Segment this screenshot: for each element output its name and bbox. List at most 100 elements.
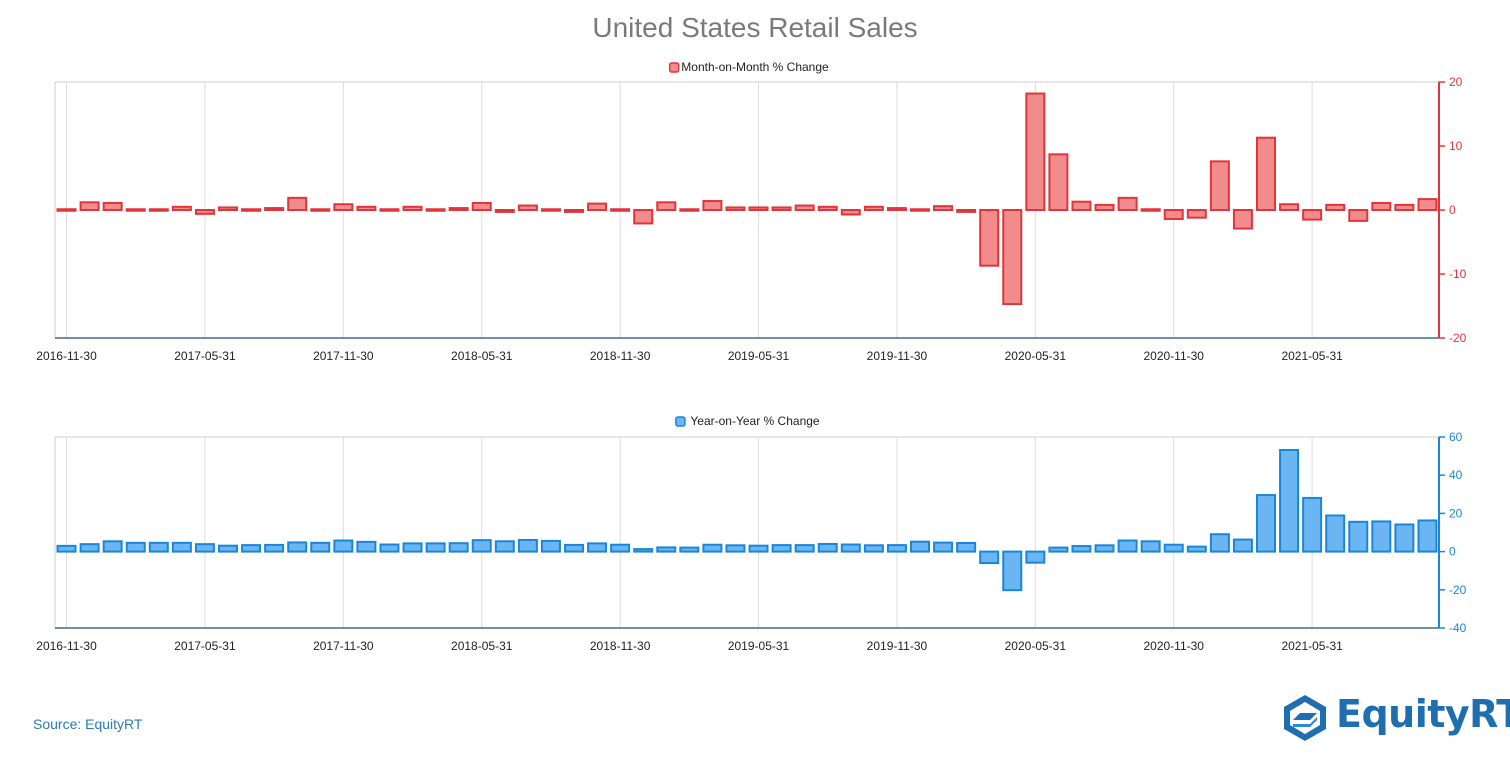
equityrt-logo-text: EquityRT [1336,692,1510,736]
mom-bar [725,206,746,212]
yoy-bar [1232,538,1253,553]
mom-x-tick-label: 2016-11-30 [36,349,97,363]
equityrt-logo-icon [1284,695,1326,741]
yoy-x-tick-label: 2019-11-30 [867,639,928,653]
yoy-bar [564,543,584,553]
yoy-legend-swatch [675,416,686,427]
mom-bar [863,205,884,212]
yoy-bar [725,544,746,553]
yoy-bar [1140,540,1161,553]
mom-bar [1371,201,1392,212]
yoy-bar [633,548,654,553]
yoy-bar [656,546,677,553]
mom-bar [679,208,700,212]
mom-bar [356,205,377,212]
yoy-bar [356,540,377,553]
mom-bar [702,200,723,211]
mom-bar [241,208,262,212]
mom-y-tick-label: 10 [1449,139,1463,153]
mom-bar [1302,209,1323,221]
mom-bar [218,206,238,212]
yoy-bar [517,538,538,553]
mom-bar [79,201,100,212]
yoy-bar [1302,496,1323,553]
yoy-bar [748,544,769,553]
yoy-bar [1394,523,1415,553]
mom-bar [194,209,215,215]
yoy-x-tick-label: 2020-05-31 [1005,639,1067,653]
yoy-y-tick-label: -20 [1449,583,1467,597]
yoy-x-tick-label: 2017-05-31 [174,639,236,653]
mom-bar [956,209,977,213]
yoy-bar [1256,494,1276,553]
yoy-bar [125,541,146,553]
mom-bar [910,208,930,212]
mom-bar [517,204,538,212]
mom-bar [1140,208,1161,212]
mom-bar [125,208,146,212]
yoy-bar [287,541,308,553]
source-note: Source: EquityRT [33,716,143,732]
yoy-y-tick-label: 60 [1449,430,1463,444]
mom-bar [287,196,308,211]
yoy-bar [171,541,192,553]
yoy-x-tick-label: 2016-11-30 [36,639,97,653]
yoy-bar [333,539,354,553]
mom-bar [1002,209,1023,306]
mom-bar [379,208,400,212]
mom-y-tick-label: -20 [1449,331,1467,345]
mom-legend: Month-on-Month % Change [668,60,829,74]
yoy-legend: Year-on-Year % Change [675,414,820,428]
mom-bar [56,208,77,212]
mom-x-tick-label: 2019-05-31 [728,349,790,363]
mom-bar [1256,136,1276,211]
yoy-bar [587,542,608,553]
yoy-bar [379,543,400,553]
mom-bar [817,205,838,212]
yoy-x-tick-label: 2021-05-31 [1281,639,1343,653]
mom-x-tick-label: 2021-05-31 [1281,349,1343,363]
yoy-bar [702,543,723,553]
yoy-y-tick-label: 0 [1449,545,1456,559]
yoy-bar [448,542,469,553]
yoy-bar [540,539,561,553]
yoy-bar [218,544,238,553]
mom-bar [494,209,515,213]
mom-bar [610,208,631,212]
yoy-bar [610,543,631,553]
yoy-bar [817,542,838,553]
yoy-bar [194,543,215,553]
yoy-bar [1048,546,1069,553]
yoy-bar [1117,539,1138,553]
yoy-bar [1025,550,1046,564]
mom-bar [448,207,469,212]
mom-y-tick-label: -10 [1449,267,1467,281]
yoy-bar [402,542,423,553]
mom-bar [333,203,354,212]
mom-bar [979,209,1000,267]
yoy-y-tick-label: 20 [1449,506,1463,520]
yoy-y-tick-label: -40 [1449,621,1467,635]
mom-chart: 2016-11-30 2017-05-31 2017-11-30 2018-05-31… [36,60,1467,363]
mom-bar [794,204,815,212]
yoy-bar [679,546,700,553]
yoy-bar [102,540,123,553]
yoy-x-tick-label: 2019-05-31 [728,639,790,653]
mom-bar [748,206,769,212]
mom-bar [564,209,584,213]
mom-bar [1325,203,1346,212]
mom-x-tick-label: 2020-05-31 [1005,349,1067,363]
yoy-bar [979,550,1000,565]
yoy-bar [1348,520,1369,553]
mom-bar [1163,209,1184,220]
yoy-bar [1209,533,1230,553]
mom-x-tick-label: 2018-05-31 [451,349,513,363]
equityrt-logo[interactable]: EquityRT [1280,690,1510,746]
mom-bar [425,208,446,212]
mom-bar [102,201,123,212]
yoy-bar [771,544,792,553]
mom-bar [310,208,331,212]
yoy-bar [264,543,285,553]
yoy-bar [1071,545,1092,553]
mom-bar [264,207,285,212]
